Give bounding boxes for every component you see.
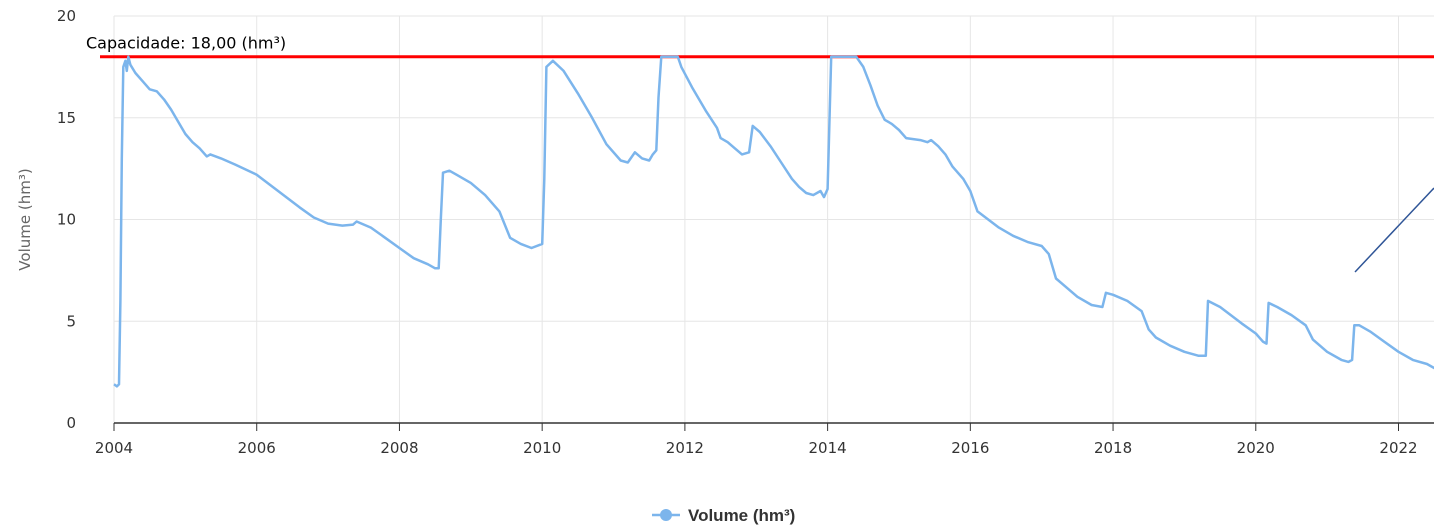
x-tick-label: 2012 [666, 439, 704, 457]
y-axis-title: Volume (hm³) [16, 168, 34, 270]
legend-label: Volume (hm³) [688, 506, 795, 525]
x-tick-label: 2006 [238, 439, 276, 457]
series-line-volume [113, 55, 1434, 388]
y-axis-ticks: 0 5 10 15 20 [57, 7, 76, 432]
horizontal-gridlines [114, 15, 1434, 322]
x-tick-label: 2008 [380, 439, 418, 457]
x-tick-label: 2010 [523, 439, 561, 457]
x-tick-label: 2020 [1237, 439, 1275, 457]
x-axis-ticks: 2004 2006 2008 2010 2012 2014 2016 2018 2020 2022 [95, 423, 1418, 457]
y-tick-label: 10 [57, 211, 76, 229]
x-tick-label: 2014 [809, 439, 847, 457]
y-tick-label: 0 [66, 414, 76, 432]
x-tick-label: 2016 [951, 439, 989, 457]
x-tick-label: 2018 [1094, 439, 1132, 457]
y-tick-label: 5 [66, 312, 76, 330]
legend-marker-icon [660, 509, 672, 521]
y-tick-label: 15 [57, 109, 76, 127]
legend-item-volume[interactable]: Volume (hm³) [652, 506, 795, 525]
y-tick-label: 20 [57, 7, 76, 25]
capacity-label: Capacidade: 18,00 (hm³) [86, 34, 286, 53]
annotation-pointer [1354, 187, 1434, 273]
x-tick-label: 2004 [95, 439, 133, 457]
x-tick-label: 2022 [1379, 439, 1417, 457]
